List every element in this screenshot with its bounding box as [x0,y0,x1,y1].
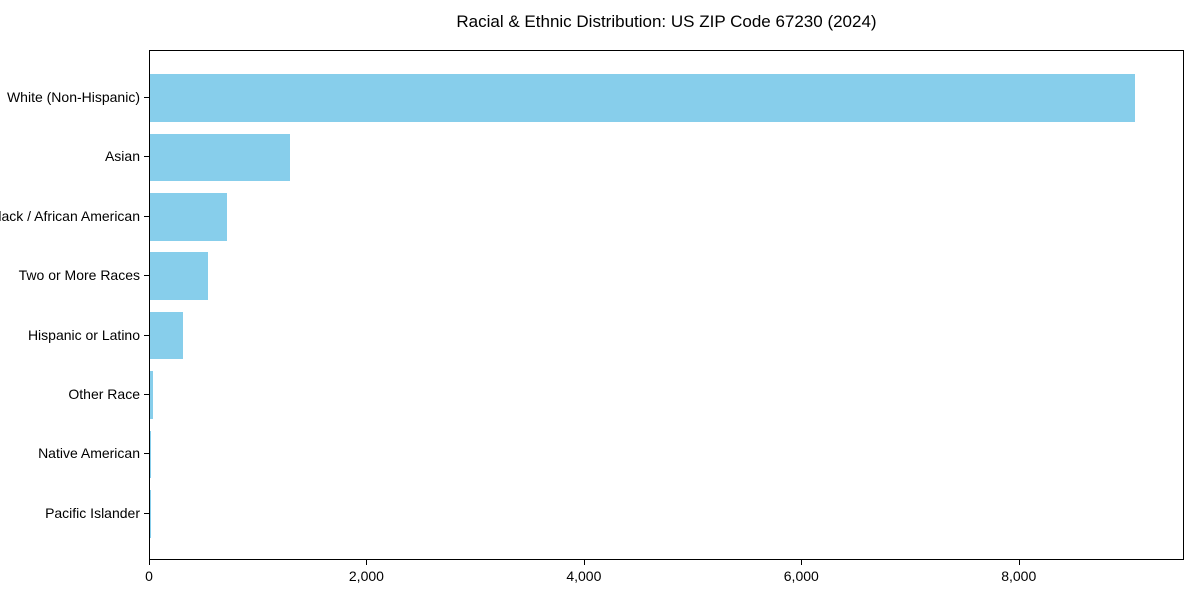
bar [150,430,152,479]
x-tick-mark [583,560,585,565]
x-tick-mark [801,560,803,565]
x-tick-label: 0 [145,568,153,584]
x-tick-label: 8,000 [1001,568,1037,584]
y-tick-label: Other Race [68,386,140,402]
x-tick-label: 6,000 [783,568,819,584]
y-tick-label: White (Non-Hispanic) [6,89,140,105]
y-tick-mark [144,334,149,336]
x-axis: 0 2,000 4,000 6,000 8,000 [145,560,1184,596]
bar [150,252,208,300]
plot-area [149,50,1184,560]
y-tick-label: Native American [38,445,140,462]
y-tick-mark [144,156,149,158]
bar [150,490,151,538]
y-tick-mark [144,453,149,455]
x-tick-mark [1018,560,1020,565]
chart-title: Racial & Ethnic Distribution: US ZIP Cod… [456,12,877,31]
x-tick-mark [366,560,368,565]
bar [150,311,183,360]
x-tick-mark [149,560,150,565]
y-tick-label: Black / African American [0,207,140,224]
y-tick-mark [144,394,149,395]
y-tick-label: Hispanic or Latino [27,326,140,343]
y-tick-mark [144,97,149,98]
bar [150,74,1136,122]
bar [150,133,290,182]
y-tick-label: Pacific Islander [45,504,140,521]
bar [150,193,228,241]
y-tick-mark [144,215,149,217]
x-tick-label: 4,000 [566,568,602,584]
y-tick-label: Asian [104,148,140,165]
bar [150,371,154,419]
x-tick-label: 2,000 [348,568,384,584]
y-tick-mark [144,512,149,514]
y-tick-mark [144,275,149,277]
y-tick-label: Two or More Races [18,267,140,284]
